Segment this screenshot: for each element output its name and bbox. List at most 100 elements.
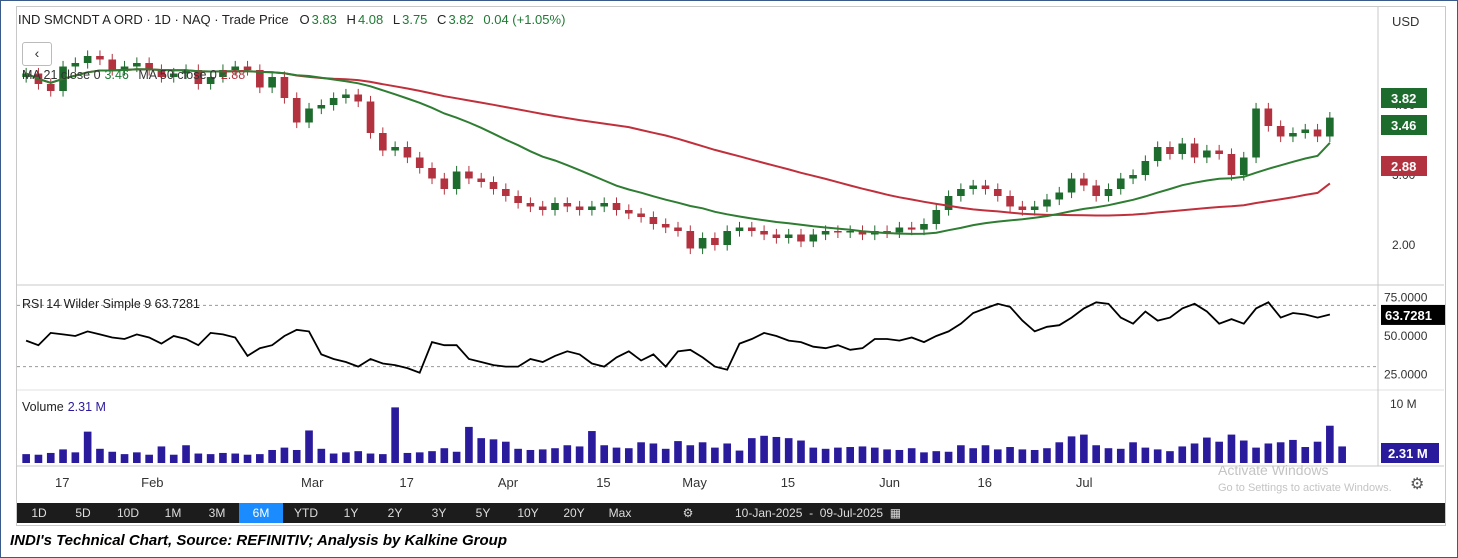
period-settings-icon[interactable]: ⚙ <box>682 506 694 520</box>
period-button-max[interactable]: Max <box>608 506 632 520</box>
back-button[interactable]: ‹ <box>22 42 52 66</box>
volume-bar <box>1190 443 1199 463</box>
candle-body <box>96 56 104 60</box>
rsi-tick-label: 75.0000 <box>1384 291 1428 305</box>
candle-body <box>1006 196 1014 207</box>
volume-bar <box>1203 437 1211 463</box>
volume-bar <box>292 449 301 463</box>
volume-bar <box>870 447 879 463</box>
volume-bar <box>624 448 633 463</box>
candle-body <box>624 210 633 214</box>
candle-body <box>1018 206 1027 210</box>
period-button-ytd[interactable]: YTD <box>294 506 318 520</box>
volume-bar <box>1067 436 1076 463</box>
candle-body <box>1129 175 1137 179</box>
candle-body <box>317 105 326 109</box>
candle-body <box>440 178 449 189</box>
candle-body <box>354 94 363 102</box>
candle-body <box>1043 199 1051 207</box>
period-button-3m[interactable]: 3M <box>208 506 226 520</box>
x-tick-label: 17 <box>55 475 69 490</box>
volume-bar <box>563 445 572 463</box>
volume-bar <box>907 448 916 463</box>
volume-bar <box>366 453 375 463</box>
volume-bar <box>1055 442 1064 463</box>
candle-body <box>415 157 424 168</box>
candle-body <box>797 234 805 242</box>
candle-body <box>1104 189 1113 196</box>
volume-bar <box>932 451 941 463</box>
watermark-line2: Go to Settings to activate Windows. <box>1218 482 1392 494</box>
volume-layer <box>22 407 1346 463</box>
volume-bar <box>944 451 953 463</box>
candle-body <box>1030 206 1039 210</box>
calendar-icon[interactable]: ▦ <box>889 506 902 520</box>
candle-body <box>686 231 695 249</box>
candle-body <box>932 210 941 224</box>
volume-bar <box>1116 448 1125 463</box>
moving-averages-layer <box>25 68 1331 235</box>
volume-bar <box>22 454 30 463</box>
period-button-5d[interactable]: 5D <box>75 506 91 520</box>
candle-body <box>846 231 854 233</box>
period-button-5y[interactable]: 5Y <box>475 506 491 520</box>
candle-body <box>698 238 707 249</box>
period-button-3y[interactable]: 3Y <box>431 506 447 520</box>
candle-body <box>1326 117 1334 137</box>
candle-body <box>403 147 412 158</box>
candle-body <box>1289 133 1297 137</box>
ma21-value: 3.46 <box>104 68 129 82</box>
volume-bar <box>1313 441 1322 463</box>
volume-bar <box>256 454 264 463</box>
volume-bar <box>120 454 129 463</box>
volume-bar <box>698 442 707 463</box>
candle-body <box>711 238 719 245</box>
candle-body <box>1215 150 1223 154</box>
price-header: IND SMCNDT A ORD · 1D · NAQ · Trade Pric… <box>18 12 571 27</box>
candle-body <box>575 206 584 210</box>
volume-bar <box>735 450 744 463</box>
candle-body <box>145 63 153 70</box>
volume-bar <box>993 449 1002 463</box>
period-button-6m[interactable]: 6M <box>239 503 283 523</box>
candle-body <box>1116 178 1125 189</box>
candle-body <box>563 203 572 207</box>
volume-bar <box>194 453 203 463</box>
volume-bar <box>637 442 645 463</box>
volume-bar <box>108 451 117 463</box>
settings-gear-icon[interactable]: ⚙ <box>1410 476 1425 493</box>
volume-bar <box>957 445 965 463</box>
period-button-10y[interactable]: 10Y <box>517 506 539 520</box>
change-value: 0.04 (+1.05%) <box>483 12 566 27</box>
volume-bar <box>71 452 80 463</box>
period-button-1d[interactable]: 1D <box>31 506 47 520</box>
rsi-layer <box>17 301 1378 374</box>
rsi-badge <box>1381 304 1445 325</box>
volume-bar <box>981 445 990 463</box>
date-range[interactable]: 10-Jan-2025 - 09-Jul-2025 ▦ <box>735 503 901 523</box>
x-tick-label: Apr <box>498 475 519 490</box>
volume-bar <box>1129 442 1137 463</box>
candle-body <box>465 171 473 179</box>
volume-bar <box>1030 449 1039 463</box>
volume-bar <box>588 431 596 463</box>
price-badge <box>1381 156 1427 176</box>
period-button-1y[interactable]: 1Y <box>343 506 359 520</box>
candle-body <box>784 234 793 238</box>
period-button-20y[interactable]: 20Y <box>563 506 585 520</box>
candle-body <box>1203 150 1211 158</box>
period-button-10d[interactable]: 10D <box>116 506 139 520</box>
volume-bar <box>1092 445 1100 463</box>
period-button-2y[interactable]: 2Y <box>387 506 403 520</box>
candle-body <box>834 231 842 233</box>
ma21-line <box>25 68 1331 235</box>
volume-bar <box>1006 447 1014 463</box>
period-button-1m[interactable]: 1M <box>164 506 182 520</box>
candle-body <box>907 227 916 230</box>
volume-bar <box>895 449 904 463</box>
candle-body <box>969 185 977 189</box>
candle-body <box>1301 129 1310 133</box>
price-badge <box>1381 88 1427 108</box>
volume-bar <box>96 448 104 463</box>
